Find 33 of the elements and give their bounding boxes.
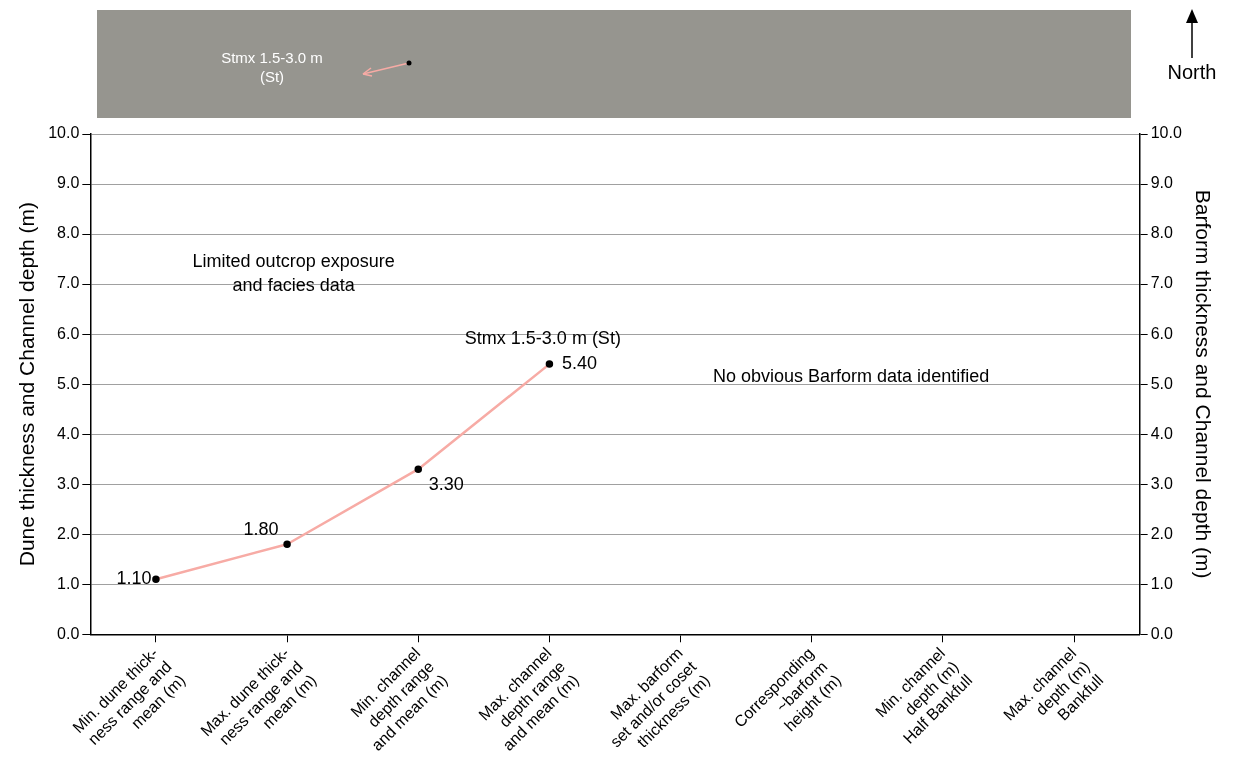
y2-tick-label: 5.0 (1150, 374, 1173, 392)
y2-tick-label: 4.0 (1150, 424, 1173, 442)
y-tick-label: 7.0 (57, 274, 80, 292)
text: North (1166, 61, 1218, 84)
map-panel: Stmx 1.5-3.0 m (St) (97, 10, 1131, 118)
data-label: 3.30 (428, 474, 464, 495)
y-tick-label: 6.0 (57, 324, 80, 342)
y-tick-label: 1.0 (57, 574, 80, 592)
annotation: No obvious Barform data identified (713, 365, 990, 386)
y-tick-label: 2.0 (57, 524, 80, 542)
y-tick-label: 3.0 (57, 474, 80, 492)
y2-tick-label: 0.0 (1150, 624, 1173, 642)
y-axis-title: Dune thickness and Channel depth (m) (15, 202, 39, 567)
data-label: 1.10 (116, 568, 152, 589)
data-label: 5.40 (561, 353, 597, 374)
y-tick-label: 8.0 (57, 224, 80, 242)
y-tick-label: 9.0 (57, 174, 80, 192)
y2-tick-label: 6.0 (1150, 324, 1173, 342)
y2-tick-label: 10.0 (1150, 124, 1182, 142)
y2-tick-label: 8.0 (1150, 224, 1173, 242)
y2-tick-label: 3.0 (1150, 474, 1173, 492)
y-tick-label: 0.0 (57, 624, 80, 642)
annotation: Limited outcrop exposure and facies data (192, 250, 395, 295)
y2-axis-title: Barform thickness and Channel depth (m) (1191, 189, 1215, 579)
data-label: 1.80 (243, 519, 279, 540)
y-tick-label: 10.0 (48, 124, 80, 142)
y-tick-label: 4.0 (57, 424, 80, 442)
y2-tick-label: 9.0 (1150, 174, 1173, 192)
y2-tick-label: 2.0 (1150, 524, 1173, 542)
y2-tick-label: 1.0 (1150, 574, 1173, 592)
annotation: Stmx 1.5-3.0 m (St) (464, 328, 621, 349)
y2-tick-label: 7.0 (1150, 274, 1173, 292)
y-tick-label: 5.0 (57, 374, 80, 392)
